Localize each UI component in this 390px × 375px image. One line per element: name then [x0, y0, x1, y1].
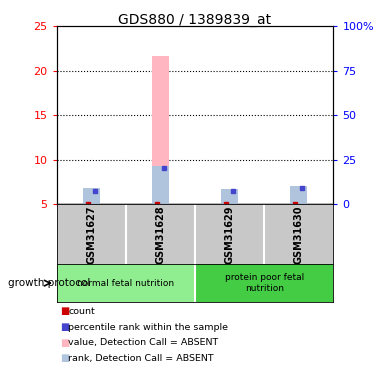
Text: ■: ■ — [60, 306, 70, 316]
Text: GSM31628: GSM31628 — [155, 205, 165, 264]
Text: ■: ■ — [60, 322, 70, 332]
Text: growth protocol: growth protocol — [8, 278, 90, 288]
Text: protein poor fetal
nutrition: protein poor fetal nutrition — [225, 273, 304, 293]
Bar — [57, 264, 195, 302]
Text: GSM31627: GSM31627 — [86, 205, 96, 264]
Text: value, Detection Call = ABSENT: value, Detection Call = ABSENT — [68, 338, 218, 347]
Text: GSM31630: GSM31630 — [294, 205, 304, 264]
Bar — [83, 188, 100, 204]
Bar — [195, 264, 333, 302]
Bar — [290, 186, 307, 204]
Bar — [152, 56, 169, 204]
Bar — [290, 191, 307, 204]
Text: percentile rank within the sample: percentile rank within the sample — [68, 322, 228, 332]
Bar — [83, 195, 100, 204]
Text: GDS880 / 1389839_at: GDS880 / 1389839_at — [119, 13, 271, 27]
Text: count: count — [68, 307, 95, 316]
Text: GSM31629: GSM31629 — [225, 205, 235, 264]
Bar — [221, 189, 238, 204]
Text: normal fetal nutrition: normal fetal nutrition — [77, 279, 174, 288]
Text: rank, Detection Call = ABSENT: rank, Detection Call = ABSENT — [68, 354, 214, 363]
Bar — [221, 199, 238, 204]
Text: ■: ■ — [60, 338, 70, 348]
Bar — [152, 166, 169, 204]
Text: ■: ■ — [60, 354, 70, 363]
